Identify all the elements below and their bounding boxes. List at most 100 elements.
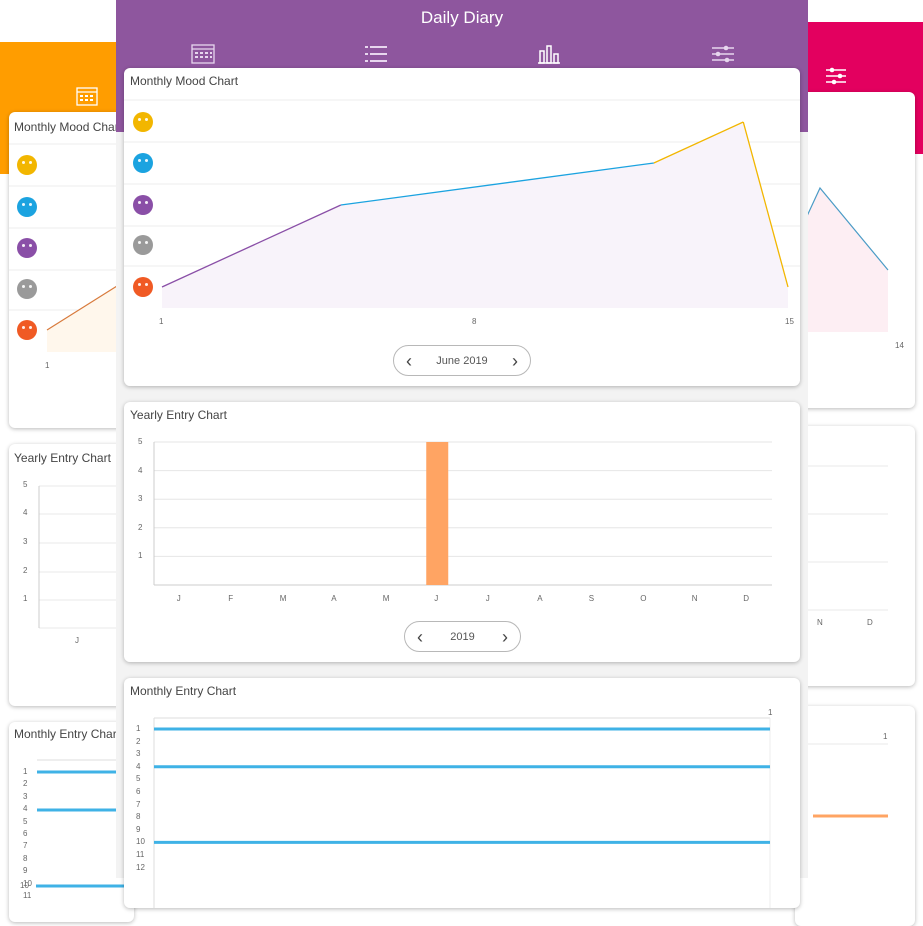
mood-meh-icon xyxy=(17,279,37,299)
monthly-mood-title: Monthly Mood Chart xyxy=(130,74,239,88)
right-yearly-grid xyxy=(795,465,888,611)
left-entry-day-tick: 11 xyxy=(23,891,32,900)
monthly-entry-card: Monthly Entry Chart 1 1 2 3 4 5 6 7 8 9 10 11 12 xyxy=(124,678,800,908)
mood-good-icon xyxy=(133,153,153,173)
next-month-button[interactable]: › xyxy=(511,350,518,371)
mood-line-segment xyxy=(653,121,744,164)
monthly-entry-chart xyxy=(153,717,771,908)
prev-year-button[interactable]: ‹ xyxy=(417,626,423,647)
left-mood-chart xyxy=(9,143,134,352)
yearly-bar-J xyxy=(426,442,449,585)
mood-bad-icon xyxy=(133,277,153,297)
left-entry-day-tick: 9 xyxy=(23,866,28,876)
right-monthly-entry-card: 1 xyxy=(795,706,915,926)
yearly-x-tick: F xyxy=(228,594,234,603)
right-yearly-x-tick-n: N xyxy=(817,618,823,627)
year-pager: ‹ 2019 › xyxy=(404,621,521,652)
center-screen: Daily Diary Monthly Mood Chart 1 8 15 ‹ Ju… xyxy=(116,0,808,908)
entry-day-tick: 3 xyxy=(136,749,141,759)
mood-happy-icon xyxy=(133,112,153,132)
left-yearly-x-tick: J xyxy=(75,636,79,645)
left-mood-x-tick: 1 xyxy=(45,361,50,370)
mood-neutral-icon xyxy=(17,238,37,258)
left-entry-day-tick-10: 10 xyxy=(20,881,29,890)
yearly-x-tick: J xyxy=(176,594,181,603)
bar-chart-icon[interactable] xyxy=(537,43,561,69)
left-entry-day-tick: 3 xyxy=(23,791,28,801)
yearly-entry-title: Yearly Entry Chart xyxy=(130,408,227,422)
right-yearly-x-tick-d: D xyxy=(867,618,873,627)
mood-neutral-icon xyxy=(133,195,153,215)
yearly-x-tick: M xyxy=(279,594,287,603)
yearly-y-tick: 4 xyxy=(138,465,143,475)
mood-line-segment xyxy=(161,204,342,288)
entry-day-tick: 8 xyxy=(136,812,141,822)
mood-x-tick: 8 xyxy=(472,317,477,326)
entry-day-tick: 1 xyxy=(136,724,141,733)
left-entry-title: Monthly Entry Chart xyxy=(14,727,121,741)
mood-bad-icon xyxy=(17,320,37,340)
left-yearly-title: Yearly Entry Chart xyxy=(14,451,111,465)
yearly-y-tick: 5 xyxy=(138,437,143,446)
calendar-icon[interactable] xyxy=(191,43,215,69)
yearly-y-tick: 3 xyxy=(138,494,143,504)
mood-x-tick: 1 xyxy=(159,317,164,326)
yearly-x-tick: D xyxy=(743,594,750,603)
mood-area xyxy=(162,122,788,308)
yearly-entry-card: Yearly Entry Chart 5 4 3 2 1 J F M A M J J A S O N D ‹ … xyxy=(124,402,800,662)
left-entry-day-tick: 5 xyxy=(23,816,28,826)
right-entry-grid xyxy=(795,743,888,818)
yearly-x-tick: S xyxy=(588,594,595,603)
left-entry-day-tick: 10 xyxy=(23,878,32,888)
left-yearly-entry-card: Yearly Entry Chart 5 4 3 2 1 J xyxy=(9,444,134,706)
yearly-x-tick: J xyxy=(434,594,439,603)
left-entry-day-tick: 7 xyxy=(23,841,28,851)
left-entry-day-tick: 4 xyxy=(23,804,28,814)
mood-meh-icon xyxy=(133,235,153,255)
left-yearly-y-tick-4: 4 xyxy=(23,508,28,517)
yearly-x-tick: O xyxy=(640,594,647,603)
year-label: 2019 xyxy=(450,630,475,643)
mood-chart xyxy=(124,99,800,308)
monthly-entry-title: Monthly Entry Chart xyxy=(130,684,237,698)
list-icon[interactable] xyxy=(364,44,388,69)
yearly-x-tick: N xyxy=(691,594,698,603)
right-yearly-entry-card: N D xyxy=(795,426,915,686)
prev-month-button[interactable]: ‹ xyxy=(406,350,412,371)
settings-sliders-icon[interactable] xyxy=(825,66,847,91)
yearly-x-tick: J xyxy=(485,594,490,603)
left-yearly-y-tick-2: 2 xyxy=(23,566,28,575)
yearly-x-tick: M xyxy=(382,594,390,603)
entry-day-tick: 4 xyxy=(136,761,141,771)
entry-day-tick: 7 xyxy=(136,799,141,809)
yearly-x-tick: A xyxy=(331,594,337,603)
yearly-y-tick: 2 xyxy=(138,522,143,532)
left-yearly-y-tick-1: 1 xyxy=(23,594,28,603)
left-monthly-mood-card: Monthly Mood Chart 1 xyxy=(9,112,134,428)
right-mood-chart xyxy=(795,186,889,332)
right-monthly-mood-card: 14 xyxy=(795,92,915,408)
monthly-mood-card: Monthly Mood Chart 1 8 15 ‹ June 2019 › xyxy=(124,68,800,386)
mood-happy-icon xyxy=(17,155,37,175)
next-year-button[interactable]: › xyxy=(501,626,508,647)
mood-x-tick: 15 xyxy=(785,317,794,326)
right-screen: 14 N D 1 xyxy=(795,0,923,926)
app-title: Daily Diary xyxy=(420,8,504,27)
entry-day-tick: 2 xyxy=(136,736,141,746)
left-mood-title: Monthly Mood Chart xyxy=(14,120,123,134)
entry-day-tick: 12 xyxy=(136,862,145,872)
month-label: June 2019 xyxy=(436,354,488,367)
calendar-icon[interactable] xyxy=(76,86,98,111)
month-pager: ‹ June 2019 › xyxy=(393,345,531,376)
left-screen: Monthly Mood Chart 1 Yearly Entry Chart … xyxy=(0,0,654,922)
yearly-x-tick: A xyxy=(537,594,543,603)
left-entry-day-tick: 8 xyxy=(23,853,28,863)
settings-sliders-icon[interactable] xyxy=(711,44,735,69)
left-entry-day-tick: 2 xyxy=(23,779,28,789)
entry-day-tick: 11 xyxy=(136,850,145,859)
mood-line-segment xyxy=(340,162,654,206)
entry-day-tick: 9 xyxy=(136,824,141,834)
left-entry-day-tick: 1 xyxy=(23,767,28,776)
yearly-chart xyxy=(153,441,772,586)
mood-good-icon xyxy=(17,197,37,217)
